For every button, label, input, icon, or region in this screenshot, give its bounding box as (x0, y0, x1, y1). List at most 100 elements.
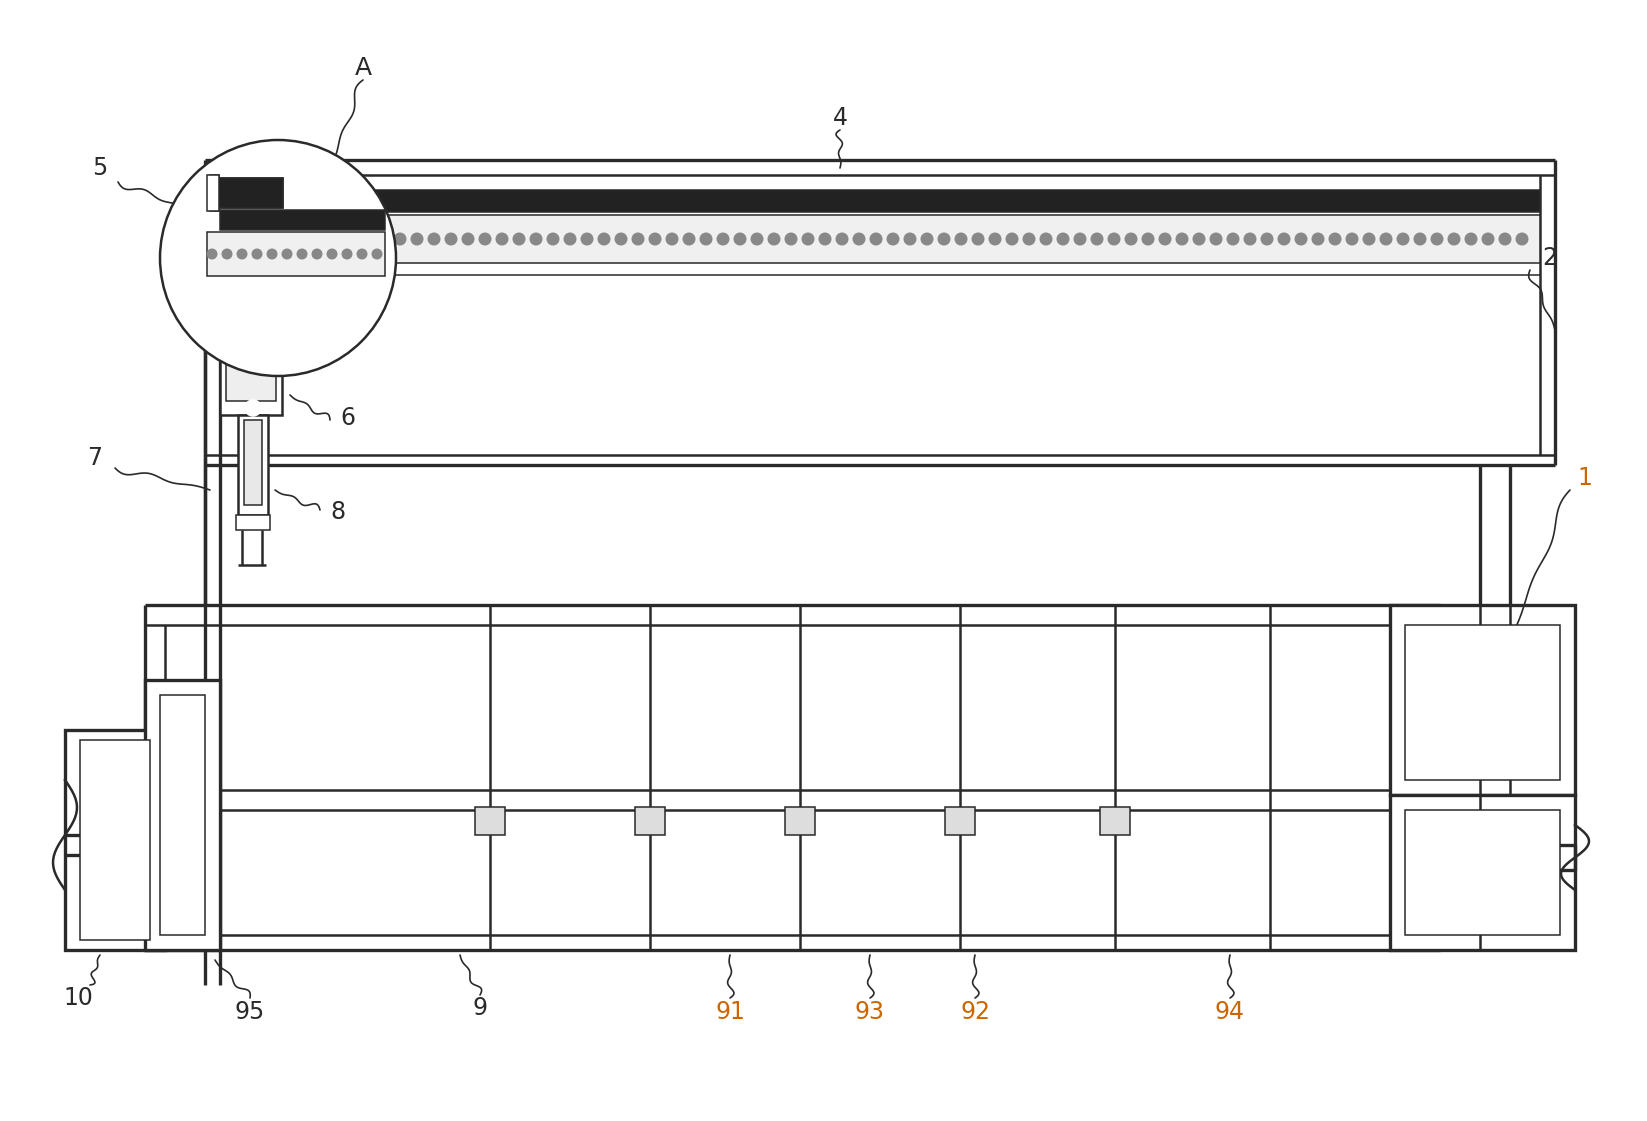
Circle shape (1243, 232, 1257, 245)
Bar (786, 807, 815, 835)
Circle shape (224, 232, 237, 245)
Circle shape (921, 232, 934, 245)
Circle shape (282, 249, 293, 259)
Text: 1: 1 (1578, 466, 1593, 490)
Circle shape (853, 232, 866, 245)
Circle shape (1515, 232, 1528, 245)
Bar (1405, 810, 1560, 935)
Circle shape (937, 232, 950, 245)
Circle shape (1107, 232, 1120, 245)
Circle shape (410, 232, 423, 245)
Bar (1100, 807, 1130, 835)
Text: 6: 6 (341, 406, 356, 430)
Circle shape (547, 232, 560, 245)
Bar (945, 807, 975, 835)
Circle shape (341, 249, 352, 259)
Circle shape (267, 249, 277, 259)
Circle shape (1260, 232, 1273, 245)
Bar (221, 210, 385, 230)
Bar (236, 515, 270, 530)
Circle shape (1311, 232, 1324, 245)
Circle shape (580, 232, 593, 245)
Circle shape (682, 232, 695, 245)
Bar (1390, 795, 1575, 949)
Circle shape (1499, 232, 1512, 245)
Circle shape (377, 232, 389, 245)
Bar (221, 325, 282, 415)
Circle shape (275, 232, 288, 245)
Text: 91: 91 (715, 1000, 744, 1023)
Bar (1390, 605, 1575, 795)
Text: 95: 95 (236, 1000, 265, 1023)
Bar (636, 807, 665, 835)
Text: 93: 93 (855, 1000, 884, 1023)
Bar (217, 178, 283, 209)
Circle shape (614, 232, 628, 245)
Circle shape (479, 232, 491, 245)
Circle shape (326, 249, 338, 259)
Circle shape (1380, 232, 1392, 245)
Circle shape (835, 232, 848, 245)
Bar (217, 178, 283, 209)
Circle shape (733, 232, 746, 245)
Text: 4: 4 (832, 106, 848, 130)
Circle shape (257, 232, 270, 245)
Circle shape (394, 232, 407, 245)
Circle shape (972, 232, 985, 245)
Circle shape (1158, 232, 1171, 245)
Bar (221, 215, 1540, 263)
Circle shape (1362, 232, 1375, 245)
Bar (474, 807, 506, 835)
Circle shape (1431, 232, 1443, 245)
Bar (226, 336, 277, 401)
Circle shape (1141, 232, 1155, 245)
Circle shape (240, 232, 254, 245)
Bar (244, 420, 262, 504)
Circle shape (988, 232, 1001, 245)
Circle shape (1056, 232, 1069, 245)
Bar (208, 175, 219, 211)
Circle shape (1192, 232, 1206, 245)
Circle shape (1006, 232, 1018, 245)
Circle shape (819, 232, 832, 245)
Circle shape (1125, 232, 1138, 245)
Circle shape (1227, 232, 1240, 245)
Text: 8: 8 (331, 500, 346, 524)
Circle shape (886, 232, 899, 245)
Circle shape (1448, 232, 1461, 245)
Circle shape (461, 232, 474, 245)
Circle shape (1413, 232, 1426, 245)
Circle shape (496, 232, 509, 245)
Circle shape (160, 140, 395, 376)
Circle shape (308, 232, 321, 245)
Circle shape (1295, 232, 1308, 245)
Circle shape (1074, 232, 1087, 245)
Circle shape (1278, 232, 1291, 245)
Bar (64, 730, 165, 949)
Bar (160, 695, 204, 935)
Circle shape (359, 232, 372, 245)
Bar (221, 189, 1540, 212)
Circle shape (356, 249, 367, 259)
Circle shape (296, 249, 308, 259)
Circle shape (237, 249, 247, 259)
Circle shape (292, 232, 305, 245)
Circle shape (326, 232, 339, 245)
Bar (208, 232, 385, 276)
Bar (1405, 626, 1560, 780)
Circle shape (311, 249, 323, 259)
Circle shape (563, 232, 576, 245)
Text: 7: 7 (87, 446, 102, 470)
Bar (239, 415, 268, 515)
Circle shape (751, 232, 764, 245)
Circle shape (700, 232, 713, 245)
Circle shape (1346, 232, 1359, 245)
Bar (227, 323, 273, 336)
Circle shape (1482, 232, 1494, 245)
Text: A: A (354, 56, 372, 80)
Circle shape (598, 232, 611, 245)
Bar (236, 319, 267, 330)
Bar (211, 175, 219, 211)
Circle shape (529, 232, 542, 245)
Bar (145, 680, 221, 949)
